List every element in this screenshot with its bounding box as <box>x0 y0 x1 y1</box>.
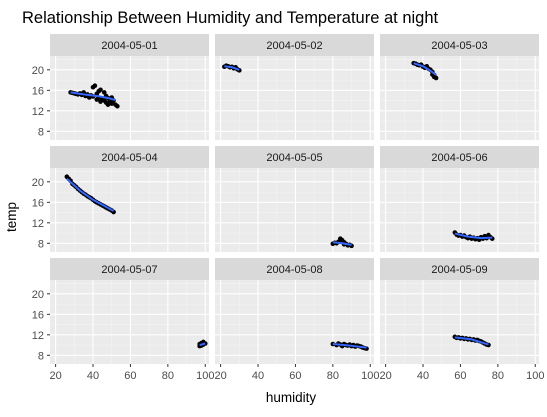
facet-panel-3: 2004-05-03 <box>380 34 539 140</box>
x-tick-label: 80 <box>162 370 174 382</box>
y-tick-label: 12 <box>32 218 44 230</box>
x-tick-label: 60 <box>289 370 301 382</box>
facet-panel-background <box>380 280 539 364</box>
x-tick-label: 80 <box>327 370 339 382</box>
facet-strip-label: 2004-05-03 <box>431 40 487 52</box>
x-tick-label: 60 <box>124 370 136 382</box>
y-tick-label: 16 <box>32 197 44 209</box>
x-tick-label: 20 <box>379 370 391 382</box>
x-tick-label: 40 <box>252 370 264 382</box>
facet-panel-background <box>50 280 209 364</box>
y-tick-label: 20 <box>32 177 44 189</box>
facet-strip-label: 2004-05-09 <box>431 264 487 276</box>
facet-strip-label: 2004-05-07 <box>101 264 157 276</box>
data-point <box>98 88 103 93</box>
y-tick-label: 8 <box>38 350 44 362</box>
data-point <box>115 104 120 109</box>
facet-panel-2: 2004-05-02 <box>215 34 374 140</box>
facet-strip-label: 2004-05-08 <box>266 264 322 276</box>
x-axis-label: humidity <box>266 390 317 405</box>
facet-panel-background <box>380 56 539 140</box>
x-tick-label: 100 <box>196 370 214 382</box>
facet-panel-background <box>50 56 209 140</box>
x-tick-label: 80 <box>492 370 504 382</box>
y-tick-label: 8 <box>38 126 44 138</box>
y-tick-label: 8 <box>38 238 44 250</box>
chart-title: Relationship Between Humidity and Temper… <box>22 9 439 27</box>
facet-panel-8: 2004-05-08 20 40 60 80 100 <box>214 258 379 382</box>
facet-panel-7: 2004-05-07 8 12 16 20 20 40 60 80 100 <box>32 258 215 382</box>
facet-strip-label: 2004-05-04 <box>101 152 157 164</box>
facet-panel-1: 2004-05-01 8 12 16 20 <box>32 34 209 140</box>
facet-panel-background <box>380 168 539 252</box>
facet-panel-background <box>50 168 209 252</box>
facet-strip-label: 2004-05-06 <box>431 152 487 164</box>
x-tick-label: 100 <box>526 370 544 382</box>
x-tick-label: 40 <box>417 370 429 382</box>
facet-panel-background <box>215 168 374 252</box>
x-tick-label: 20 <box>214 370 226 382</box>
y-tick-label: 20 <box>32 289 44 301</box>
data-point <box>93 83 98 88</box>
x-tick-label: 20 <box>49 370 61 382</box>
facet-strip-label: 2004-05-02 <box>266 40 322 52</box>
facet-panel-4: 2004-05-04 8 12 16 20 <box>32 146 209 252</box>
x-tick-label: 40 <box>87 370 99 382</box>
y-tick-label: 12 <box>32 106 44 118</box>
y-tick-label: 16 <box>32 85 44 97</box>
facet-panel-6: 2004-05-06 <box>380 146 539 252</box>
facet-strip-label: 2004-05-05 <box>266 152 322 164</box>
y-tick-label: 12 <box>32 330 44 342</box>
y-axis-label: temp <box>4 202 19 232</box>
x-tick-label: 100 <box>361 370 379 382</box>
x-tick-label: 60 <box>454 370 466 382</box>
facets-layer: 2004-05-01 8 12 16 20 2004-05-02 2004-05-03 200… <box>32 34 545 382</box>
facet-panel-5: 2004-05-05 <box>215 146 374 252</box>
facet-strip-label: 2004-05-01 <box>101 40 157 52</box>
facet-panel-9: 2004-05-09 20 40 60 80 100 <box>379 258 544 382</box>
y-tick-label: 16 <box>32 309 44 321</box>
facet-panel-background <box>215 280 374 364</box>
y-tick-label: 20 <box>32 65 44 77</box>
